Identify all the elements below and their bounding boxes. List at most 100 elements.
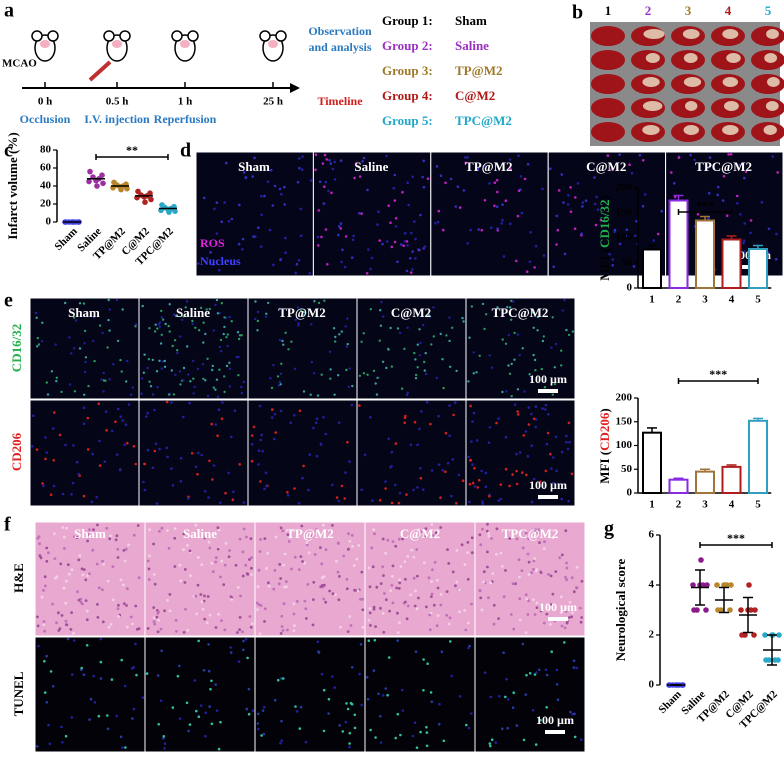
cell bbox=[173, 313, 176, 316]
cell bbox=[78, 554, 82, 558]
y-tick-label: 50 bbox=[621, 463, 633, 475]
cell bbox=[174, 618, 178, 622]
cell bbox=[247, 712, 251, 716]
cell bbox=[449, 177, 453, 181]
cell bbox=[369, 728, 372, 732]
cell bbox=[463, 563, 467, 566]
bar bbox=[695, 470, 715, 494]
cell bbox=[492, 603, 496, 607]
cell bbox=[333, 160, 337, 164]
cell bbox=[93, 701, 97, 704]
cell bbox=[550, 650, 553, 653]
cell bbox=[371, 565, 375, 569]
cell bbox=[153, 582, 157, 586]
cell bbox=[534, 425, 537, 429]
cell bbox=[353, 176, 356, 180]
cell bbox=[244, 176, 248, 180]
cell bbox=[537, 528, 541, 532]
cell bbox=[327, 697, 331, 701]
cell bbox=[618, 242, 622, 246]
cell bbox=[272, 263, 275, 267]
cell bbox=[542, 547, 546, 550]
cell bbox=[488, 494, 491, 498]
cell bbox=[430, 592, 434, 596]
cell bbox=[519, 175, 523, 178]
cell bbox=[161, 360, 165, 363]
cell bbox=[377, 692, 380, 696]
cell bbox=[82, 494, 86, 498]
infarct-area bbox=[683, 53, 698, 63]
cell bbox=[204, 332, 207, 336]
cell bbox=[448, 434, 451, 438]
panel-label: g bbox=[604, 518, 614, 540]
cell bbox=[549, 574, 553, 578]
cell bbox=[158, 529, 161, 533]
cell bbox=[245, 707, 249, 711]
cell bbox=[162, 737, 165, 740]
cell bbox=[386, 693, 389, 697]
cell bbox=[518, 353, 521, 357]
cell bbox=[115, 453, 119, 456]
cell bbox=[188, 549, 192, 553]
cell bbox=[151, 393, 155, 396]
cell bbox=[70, 352, 73, 355]
cell bbox=[71, 481, 75, 485]
cell bbox=[314, 168, 317, 172]
cell bbox=[385, 154, 388, 158]
cell bbox=[435, 376, 438, 380]
cell bbox=[346, 707, 350, 711]
cell bbox=[304, 740, 308, 744]
cell bbox=[575, 666, 579, 670]
image-title: Sham bbox=[238, 159, 270, 174]
cell bbox=[448, 616, 452, 620]
cell bbox=[137, 627, 141, 630]
cell bbox=[497, 499, 501, 502]
cell bbox=[72, 639, 76, 642]
cell bbox=[374, 736, 377, 739]
cell bbox=[88, 718, 91, 721]
cell bbox=[132, 533, 136, 537]
cell bbox=[350, 256, 354, 260]
cell bbox=[346, 440, 349, 444]
cell bbox=[437, 414, 440, 418]
cell bbox=[226, 333, 229, 336]
cell bbox=[470, 305, 474, 308]
cell bbox=[760, 200, 764, 204]
cell bbox=[276, 678, 280, 682]
cell bbox=[82, 302, 86, 305]
cell bbox=[125, 625, 129, 629]
y-axis-label: MFI (CD16/32) bbox=[597, 195, 612, 281]
cell bbox=[334, 335, 337, 339]
cell bbox=[416, 366, 419, 369]
cell bbox=[445, 590, 449, 593]
cell bbox=[340, 260, 343, 264]
cell bbox=[387, 656, 391, 659]
cell bbox=[424, 534, 428, 538]
cell bbox=[187, 497, 190, 500]
cell bbox=[397, 501, 401, 505]
cell bbox=[426, 177, 430, 180]
cell bbox=[230, 217, 234, 221]
cell bbox=[282, 602, 286, 606]
cell bbox=[441, 228, 445, 232]
cell bbox=[390, 245, 394, 249]
cell bbox=[123, 559, 127, 563]
cell bbox=[367, 639, 371, 642]
cell bbox=[422, 324, 425, 327]
cell bbox=[108, 329, 111, 332]
cell bbox=[481, 500, 484, 503]
cell bbox=[252, 235, 255, 238]
cell bbox=[36, 536, 40, 540]
cell bbox=[423, 245, 427, 248]
cell bbox=[508, 484, 511, 488]
cell bbox=[345, 368, 348, 372]
cell bbox=[38, 542, 41, 546]
cell bbox=[100, 378, 103, 381]
cell bbox=[116, 607, 120, 610]
cell bbox=[134, 604, 138, 608]
cell bbox=[535, 601, 539, 605]
cell bbox=[53, 557, 57, 560]
cell bbox=[544, 469, 548, 473]
cell bbox=[455, 369, 458, 373]
cell bbox=[606, 154, 610, 157]
